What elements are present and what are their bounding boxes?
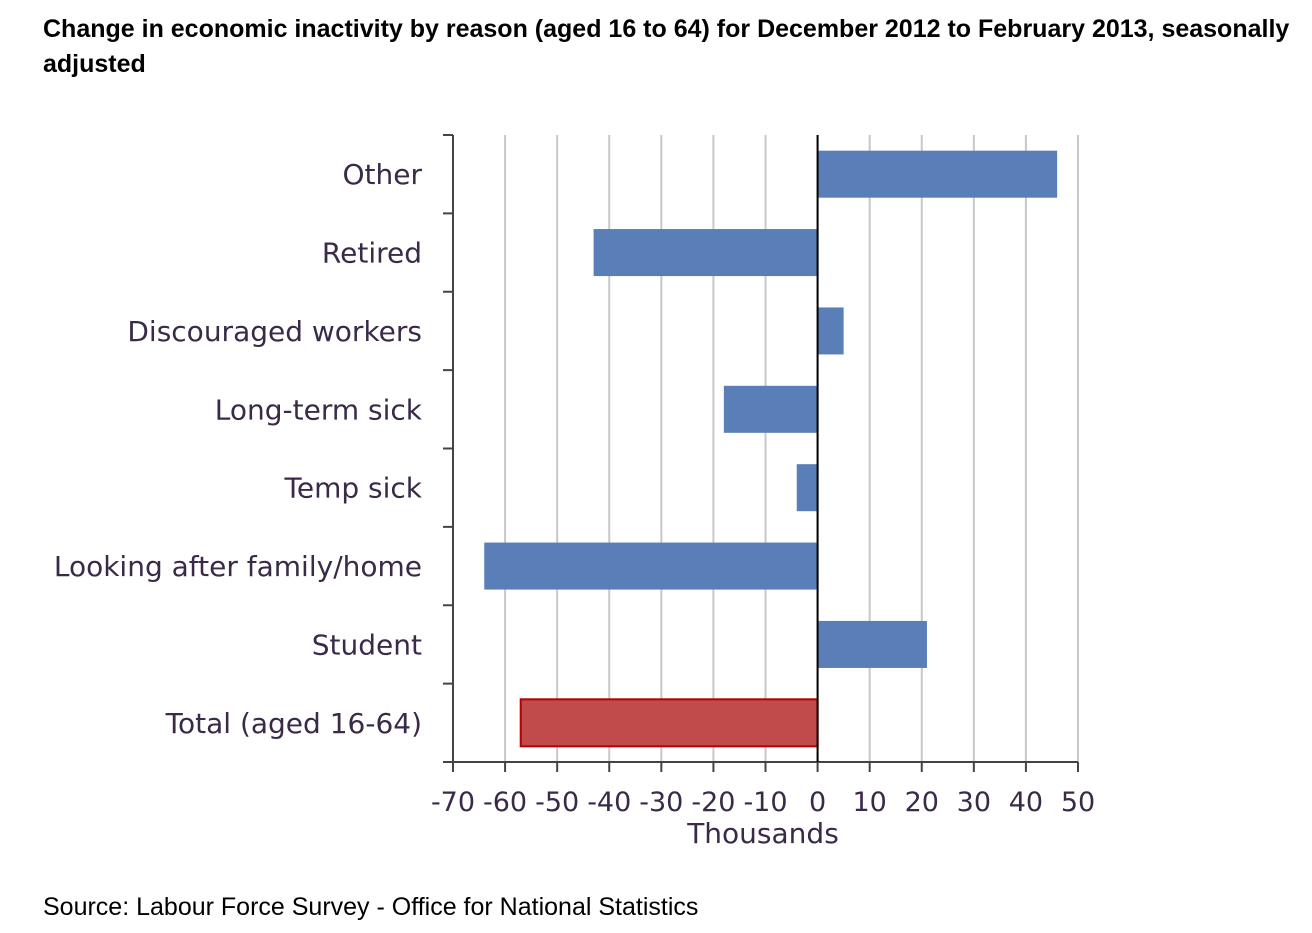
bar-retired: [593, 229, 818, 277]
x-tick-label: -50: [535, 787, 579, 818]
bar-looking-after-family-home: [484, 542, 818, 590]
category-label: Temp sick: [284, 472, 423, 505]
axes: [443, 134, 1079, 772]
bar-long-term-sick: [723, 385, 818, 433]
chart-title: Change in economic inactivity by reason …: [43, 15, 1290, 78]
bars: [484, 150, 1058, 748]
bar-total-aged-16-64: [519, 698, 819, 748]
bar-other: [817, 150, 1058, 198]
x-tick-label: 0: [809, 787, 826, 818]
x-tick-label: -20: [691, 787, 735, 818]
category-label: Looking after family/home: [54, 550, 422, 583]
chart-area: Other Retired Discouraged workers Long-term…: [54, 134, 1095, 850]
x-tick-label: -70: [431, 787, 475, 818]
bar-temp-sick: [796, 464, 818, 512]
category-label: Discouraged workers: [127, 315, 422, 348]
category-label: Other: [342, 158, 422, 191]
bar-student: [817, 620, 927, 668]
category-label: Student: [312, 628, 422, 661]
x-tick-label: -40: [587, 787, 631, 818]
category-labels: Other Retired Discouraged workers Long-term…: [54, 158, 423, 740]
category-label: Long-term sick: [215, 393, 423, 426]
x-tick-label: 20: [905, 787, 939, 818]
x-axis-title: Thousands: [686, 817, 839, 850]
bar-discouraged-workers: [817, 307, 844, 355]
category-label: Total (aged 16-64): [165, 707, 422, 740]
x-tick-label: -10: [743, 787, 787, 818]
tick-labels: -70 -60 -50 -40 -30 -20 -10 0 10 20 30 40 50: [431, 787, 1095, 818]
category-label: Retired: [322, 237, 422, 270]
x-tick-label: -60: [483, 787, 527, 818]
source-note: Source: Labour Force Survey - Office for…: [43, 893, 699, 921]
x-tick-label: 30: [957, 787, 991, 818]
x-tick-label: -30: [639, 787, 683, 818]
x-tick-label: 50: [1061, 787, 1095, 818]
x-tick-label: 10: [852, 787, 886, 818]
x-tick-label: 40: [1009, 787, 1043, 818]
